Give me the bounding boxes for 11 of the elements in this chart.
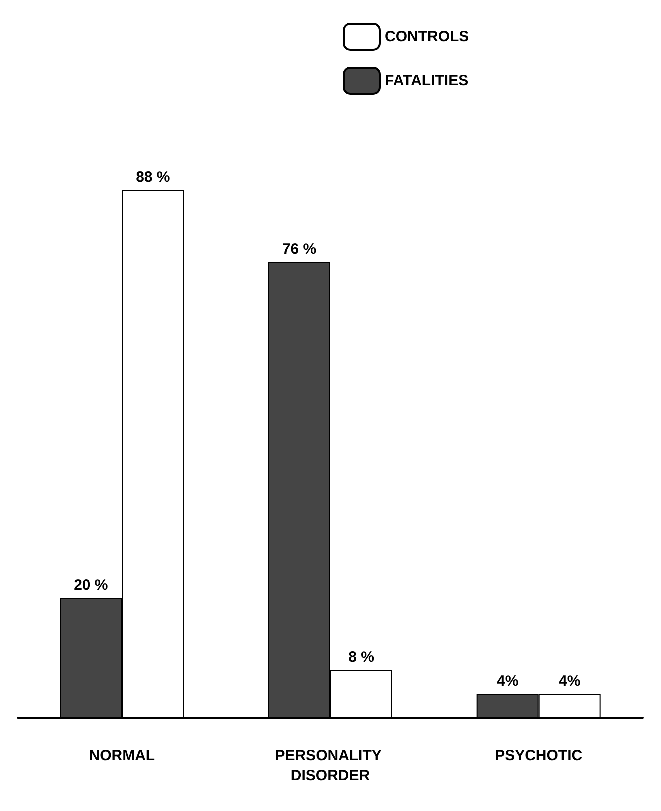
legend-label: FATALITIES — [385, 72, 469, 90]
legend-label: CONTROLS — [385, 28, 470, 46]
data-label: 8 % — [348, 649, 374, 666]
data-label: 20 % — [74, 577, 108, 594]
data-label: 88 % — [136, 169, 170, 186]
data-label: 76 % — [282, 241, 317, 258]
x-tick-label: PERSONALITY DISORDER — [275, 748, 386, 784]
x-tick-label: PSYCHOTIC — [495, 748, 583, 764]
data-label: 4% — [558, 673, 581, 690]
data-label: 4% — [496, 673, 519, 690]
x-tick-label: NORMAL — [89, 748, 156, 764]
